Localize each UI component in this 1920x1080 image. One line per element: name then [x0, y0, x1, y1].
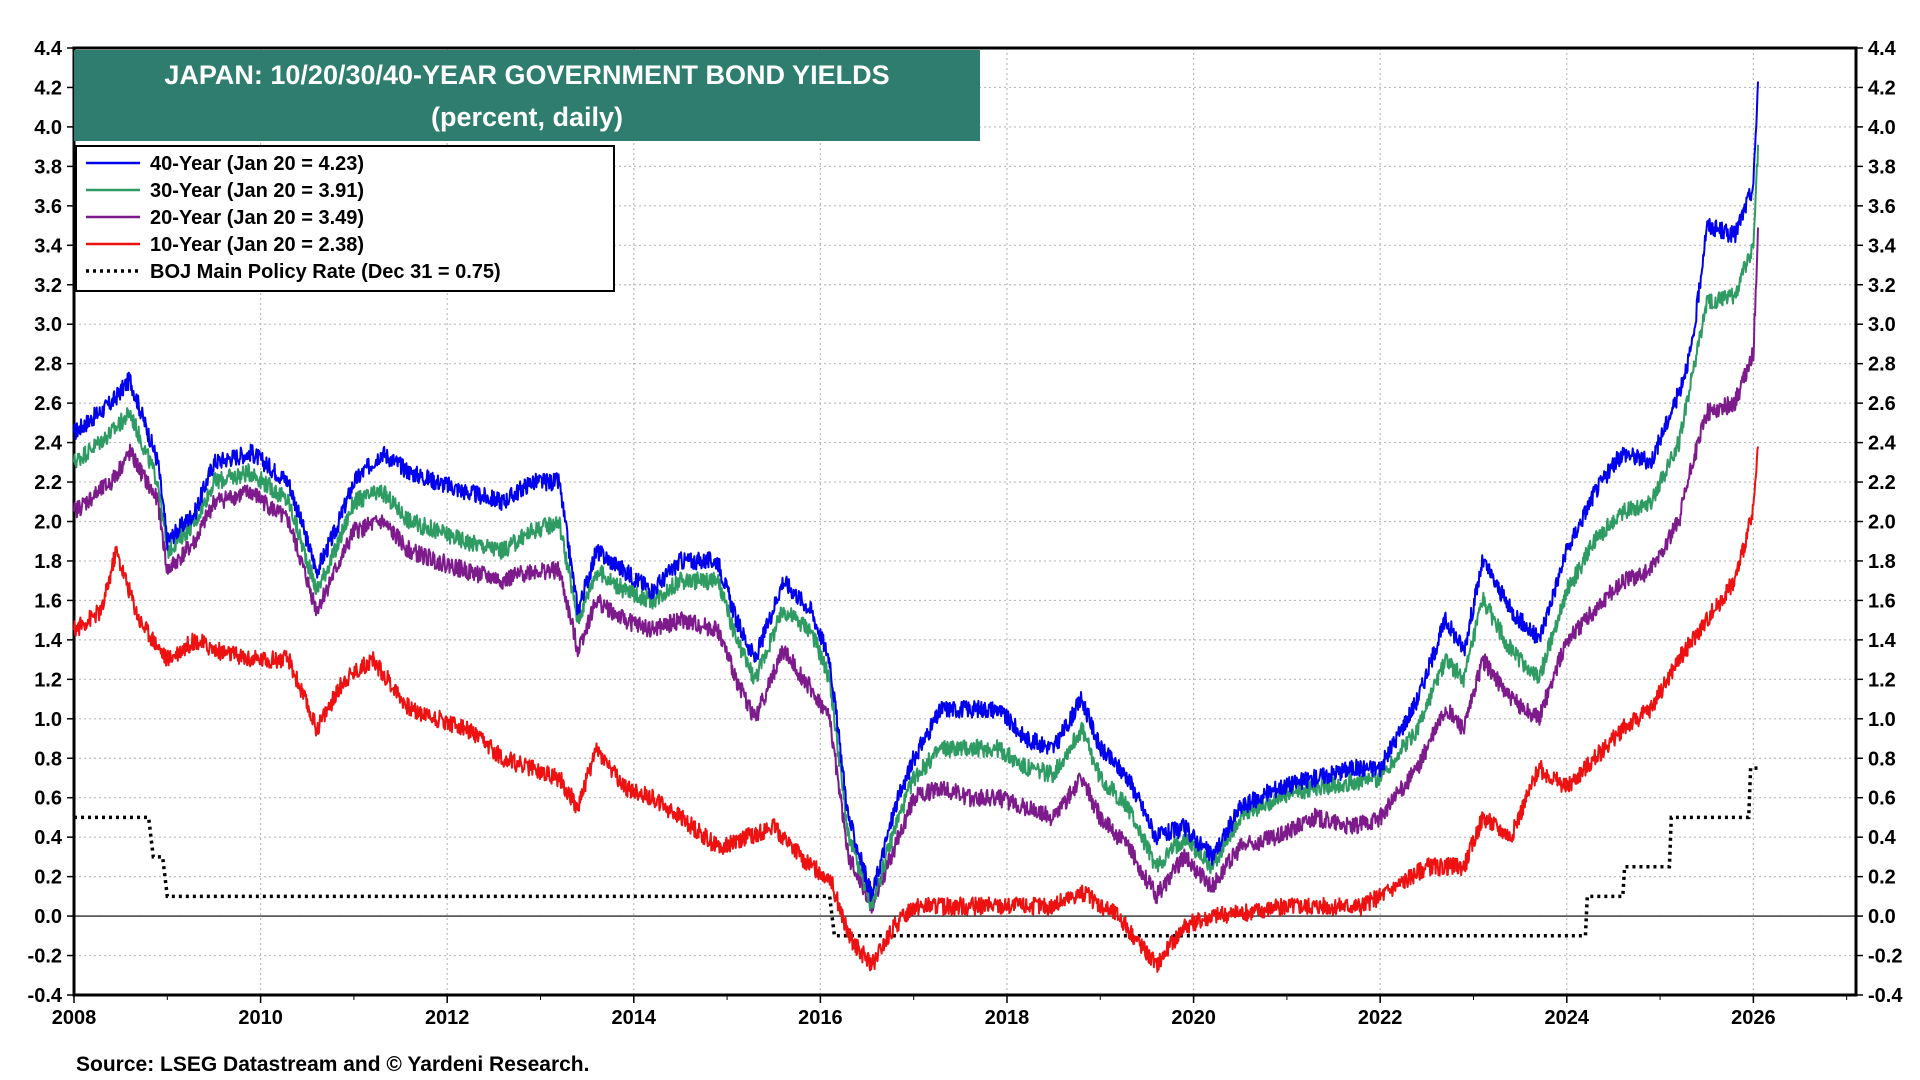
series-line-30-year	[73, 144, 1759, 911]
y-tick-label-left: -0.4	[28, 985, 63, 1007]
y-tick-label-left: -0.2	[28, 946, 62, 968]
y-tick-label-left: 3.6	[34, 196, 62, 218]
y-tick-label-right: -0.2	[1868, 946, 1902, 968]
x-tick-label: 2026	[1731, 1007, 1776, 1029]
y-tick-label-right: 2.8	[1868, 354, 1896, 376]
x-tick-label: 2020	[1171, 1007, 1216, 1029]
y-tick-label-left: 3.0	[34, 314, 62, 336]
series-line-10-year	[73, 446, 1759, 973]
y-tick-label-right: 1.8	[1868, 551, 1896, 573]
chart-subtitle: (percent, daily)	[431, 102, 623, 132]
y-tick-label-right: 3.6	[1868, 196, 1896, 218]
legend-label: BOJ Main Policy Rate (Dec 31 = 0.75)	[150, 261, 501, 283]
y-tick-label-left: 0.8	[34, 748, 62, 770]
title-box: JAPAN: 10/20/30/40-YEAR GOVERNMENT BOND …	[74, 50, 980, 141]
y-tick-label-right: 0.2	[1868, 867, 1896, 889]
y-tick-label-right: 1.2	[1868, 669, 1896, 691]
y-tick-label-left: 1.2	[34, 669, 62, 691]
y-tick-label-right: 0.4	[1868, 827, 1897, 849]
legend-label: 20-Year (Jan 20 = 3.49)	[150, 207, 364, 229]
legend-label: 30-Year (Jan 20 = 3.91)	[150, 180, 364, 202]
y-tick-label-right: 2.6	[1868, 393, 1896, 415]
legend-label: 10-Year (Jan 20 = 2.38)	[150, 234, 364, 256]
y-tick-label-left: 2.8	[34, 354, 62, 376]
y-tick-label-right: 1.4	[1868, 630, 1897, 652]
y-tick-label-right: 4.2	[1868, 77, 1896, 99]
source-note: Source: LSEG Datastream and © Yardeni Re…	[76, 1053, 589, 1076]
series-line-boj-policy-rate	[74, 766, 1758, 938]
legend: 40-Year (Jan 20 = 4.23) 30-Year (Jan 20 =…	[75, 145, 615, 292]
y-tick-label-right: 1.6	[1868, 590, 1896, 612]
y-tick-label-left: 0.2	[34, 867, 62, 889]
y-tick-label-left: 1.8	[34, 551, 62, 573]
y-tick-label-left: 0.4	[34, 827, 63, 849]
y-tick-label-left: 1.0	[34, 709, 62, 731]
legend-label: 40-Year (Jan 20 = 4.23)	[150, 153, 364, 175]
y-tick-label-right: 2.0	[1868, 512, 1896, 534]
y-tick-label-right: 3.8	[1868, 156, 1896, 178]
y-tick-label-left: 0.6	[34, 788, 62, 810]
y-tick-label-left: 0.0	[34, 906, 62, 928]
y-tick-label-right: 3.2	[1868, 275, 1896, 297]
y-tick-label-left: 3.8	[34, 156, 62, 178]
y-tick-label-right: 0.8	[1868, 748, 1896, 770]
y-tick-label-left: 4.4	[34, 38, 63, 60]
y-tick-label-right: 4.0	[1868, 117, 1896, 139]
y-tick-label-left: 3.4	[34, 235, 63, 257]
y-tick-label-left: 2.6	[34, 393, 62, 415]
x-tick-label: 2024	[1545, 1007, 1590, 1029]
y-tick-label-right: 3.4	[1868, 235, 1897, 257]
x-tick-label: 2010	[238, 1007, 283, 1029]
y-tick-label-left: 4.0	[34, 117, 62, 139]
x-tick-label: 2014	[612, 1007, 657, 1029]
y-tick-label-left: 2.2	[34, 472, 62, 494]
y-tick-label-left: 1.4	[34, 630, 63, 652]
series-layer	[73, 81, 1759, 973]
y-tick-label-left: 1.6	[34, 590, 62, 612]
series-line-40-year	[73, 81, 1759, 902]
y-tick-label-right: 0.6	[1868, 788, 1896, 810]
x-tick-label: 2016	[798, 1007, 843, 1029]
chart-title: JAPAN: 10/20/30/40-YEAR GOVERNMENT BOND …	[164, 60, 889, 90]
y-tick-label-right: 2.4	[1868, 433, 1897, 455]
tick-labels: 2008 2010 2012 2014 2016 2018 2020 2022 2024 2026…	[28, 38, 1904, 1029]
x-tick-label: 2022	[1358, 1007, 1403, 1029]
y-tick-label-right: 0.0	[1868, 906, 1896, 928]
x-tick-label: 2008	[52, 1007, 97, 1029]
y-tick-label-left: 2.0	[34, 512, 62, 534]
y-tick-label-left: 2.4	[34, 433, 63, 455]
y-tick-label-left: 4.2	[34, 77, 62, 99]
x-tick-label: 2018	[985, 1007, 1030, 1029]
series-line-20-year	[73, 227, 1759, 914]
y-tick-label-right: 3.0	[1868, 314, 1896, 336]
y-tick-label-right: -0.4	[1868, 985, 1903, 1007]
x-tick-label: 2012	[425, 1007, 470, 1029]
title-background	[74, 50, 980, 141]
y-tick-label-right: 2.2	[1868, 472, 1896, 494]
y-tick-label-left: 3.2	[34, 275, 62, 297]
y-tick-label-right: 1.0	[1868, 709, 1896, 731]
y-tick-label-right: 4.4	[1868, 38, 1897, 60]
legend-box	[75, 145, 615, 292]
